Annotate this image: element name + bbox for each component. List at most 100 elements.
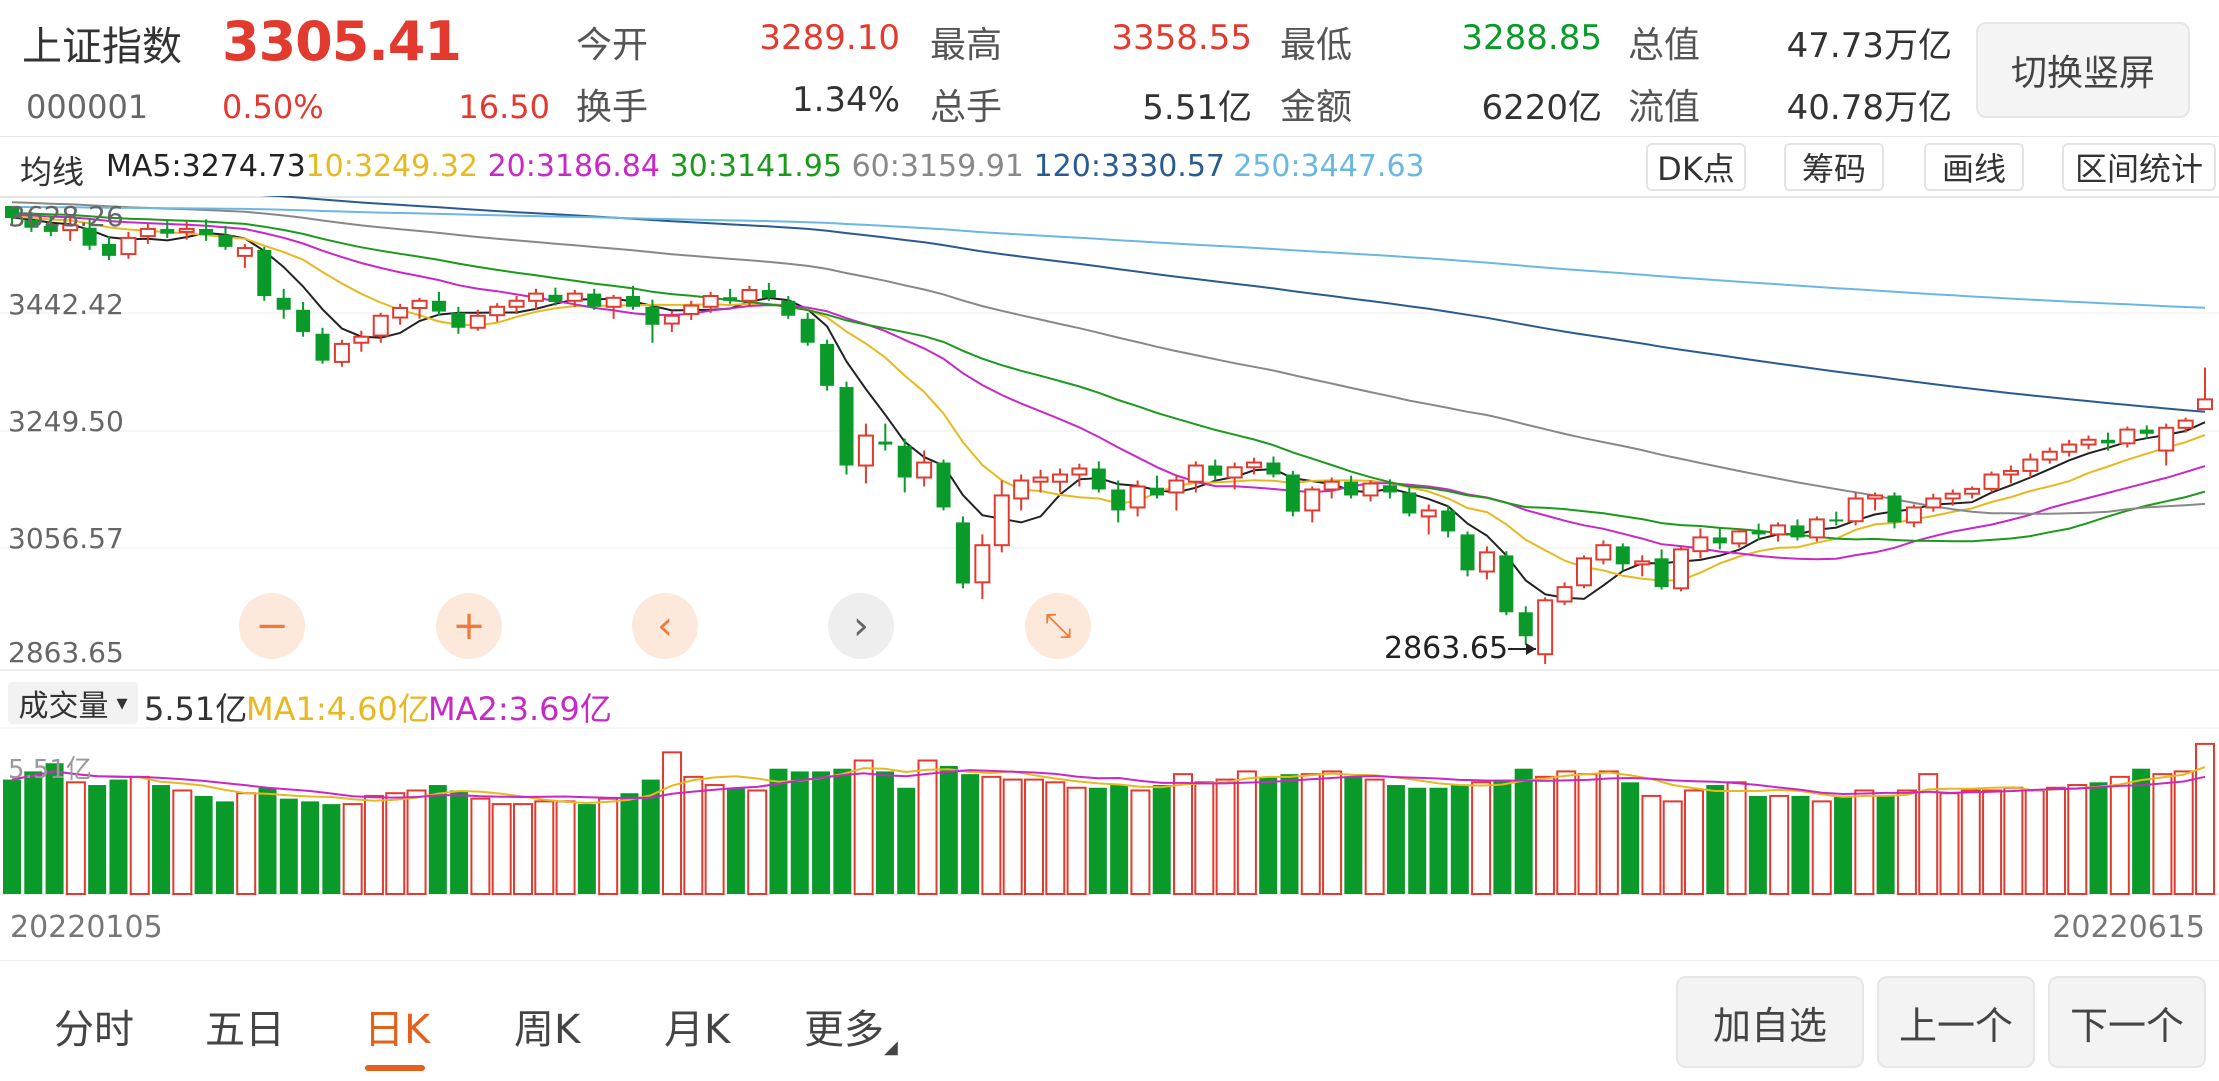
candle-body — [62, 224, 79, 232]
candle — [1537, 597, 1554, 664]
pan-left-button[interactable]: ‹ — [632, 593, 698, 659]
volume-bar — [726, 787, 745, 894]
candle — [1304, 486, 1321, 523]
add-watchlist-button[interactable]: 加自选 — [1676, 976, 1864, 1068]
range-stats-button[interactable]: 区间统计 — [2062, 143, 2216, 191]
candle-body — [1013, 479, 1030, 500]
volume-bar — [1130, 789, 1151, 896]
candle-body — [489, 305, 506, 317]
candle-body — [626, 296, 641, 307]
volume-bar — [641, 779, 660, 894]
volume-select-label: 成交量 — [18, 689, 109, 724]
index-code: 000001 — [26, 88, 149, 126]
candle-body — [605, 296, 622, 308]
candle-body — [1692, 536, 1709, 553]
candle — [1829, 511, 1844, 526]
candle-body — [1226, 466, 1243, 479]
volume-bar — [1066, 786, 1087, 895]
volume-bar — [279, 798, 298, 894]
candle-body — [1266, 462, 1281, 475]
open-label: 今开 — [576, 25, 649, 66]
chips-button[interactable]: 筹码 — [1784, 143, 1884, 191]
candle — [1673, 546, 1690, 592]
volume-bar — [2024, 789, 2045, 896]
candle — [820, 339, 835, 391]
candle-body — [1362, 482, 1379, 497]
candle — [1129, 480, 1146, 517]
candle-body — [508, 299, 525, 308]
candle-body — [1983, 473, 2000, 490]
candle-body — [1829, 519, 1844, 522]
candle-body — [372, 314, 389, 337]
pan-right-button[interactable]: › — [828, 593, 894, 659]
volume-bar — [2173, 770, 2194, 896]
zoom-out-button[interactable]: − — [239, 593, 305, 659]
candle — [353, 330, 370, 352]
candle — [1964, 486, 1981, 499]
candle-body — [1091, 468, 1106, 490]
quote-header: 上证指数 3305.41 000001 0.50% 16.50 今开 3289.… — [0, 0, 2219, 136]
volume-bar — [406, 789, 427, 896]
volume-bar — [88, 785, 107, 894]
collapse-icon[interactable]: ⤡ — [1025, 593, 1091, 659]
candle-body — [1111, 489, 1126, 511]
candle-body — [1847, 497, 1864, 523]
ma-line-30 — [11, 211, 2206, 543]
volume-bar — [790, 771, 809, 894]
volume-bar — [301, 801, 320, 894]
candle-body — [43, 225, 58, 232]
tab-more[interactable]: 更多◢ — [804, 997, 898, 1058]
volume-ma2: MA2:3.69亿 — [428, 690, 612, 728]
candle — [1323, 477, 1340, 499]
candle-body — [2080, 438, 2097, 446]
switch-portrait-button[interactable]: 切换竖屏 — [1976, 22, 2190, 118]
chevron-down-icon: ▾ — [116, 690, 128, 716]
candle-body — [1712, 537, 1727, 544]
float-mv-value: 40.78万亿 — [1786, 88, 1952, 128]
y-label-4: 3056.57 — [8, 522, 124, 555]
zoom-in-button[interactable]: + — [436, 593, 502, 659]
tab-weekly-k[interactable]: 周K — [514, 1007, 581, 1053]
candle-body — [1615, 546, 1630, 565]
candle-body — [1051, 473, 1068, 483]
candle — [645, 299, 660, 343]
candle — [451, 306, 466, 334]
tab-monthly-k[interactable]: 月K — [664, 1007, 731, 1053]
volume-bar — [215, 801, 234, 894]
candle — [1556, 582, 1573, 606]
tab-intraday[interactable]: 分时 — [54, 1007, 134, 1053]
tab-daily-k[interactable]: 日K — [364, 1007, 431, 1053]
kline-chart[interactable]: 3628.26 3442.42 3249.50 3056.57 2863.65 … — [0, 196, 2219, 904]
volume-bar — [236, 792, 257, 896]
candle — [683, 300, 700, 320]
volume-indicator-select[interactable]: 成交量 ▾ — [8, 682, 138, 724]
candle — [1944, 489, 1961, 506]
volume-bar — [2109, 775, 2130, 895]
candle — [566, 290, 583, 307]
low-label: 最低 — [1280, 25, 1353, 66]
candle — [1168, 474, 1185, 511]
next-button[interactable]: 下一个 — [2048, 976, 2206, 1068]
tab-five-day[interactable]: 五日 — [205, 1007, 285, 1053]
more-corner-icon: ◢ — [884, 1037, 898, 1058]
volume-bar — [1662, 800, 1683, 896]
ma-label[interactable]: 均线 — [20, 153, 85, 191]
candle — [1032, 469, 1049, 493]
previous-button[interactable]: 上一个 — [1877, 976, 2035, 1068]
candle-body — [1790, 525, 1805, 538]
candle-body — [1441, 510, 1456, 532]
volume-bar — [1534, 775, 1555, 895]
volume-value: 5.51亿 — [1142, 88, 1252, 128]
dk-point-button[interactable]: DK点 — [1646, 143, 1746, 191]
candle — [1751, 523, 1766, 541]
volume-bar — [109, 779, 128, 894]
candle — [1420, 504, 1437, 535]
candle — [723, 288, 738, 304]
high-value: 3358.55 — [1111, 18, 1252, 58]
candle — [431, 291, 446, 316]
candle — [1634, 555, 1651, 577]
candle-body — [82, 227, 97, 246]
draw-line-button[interactable]: 画线 — [1924, 143, 2024, 191]
candle — [1362, 480, 1379, 502]
volume-bar — [1598, 770, 1619, 896]
